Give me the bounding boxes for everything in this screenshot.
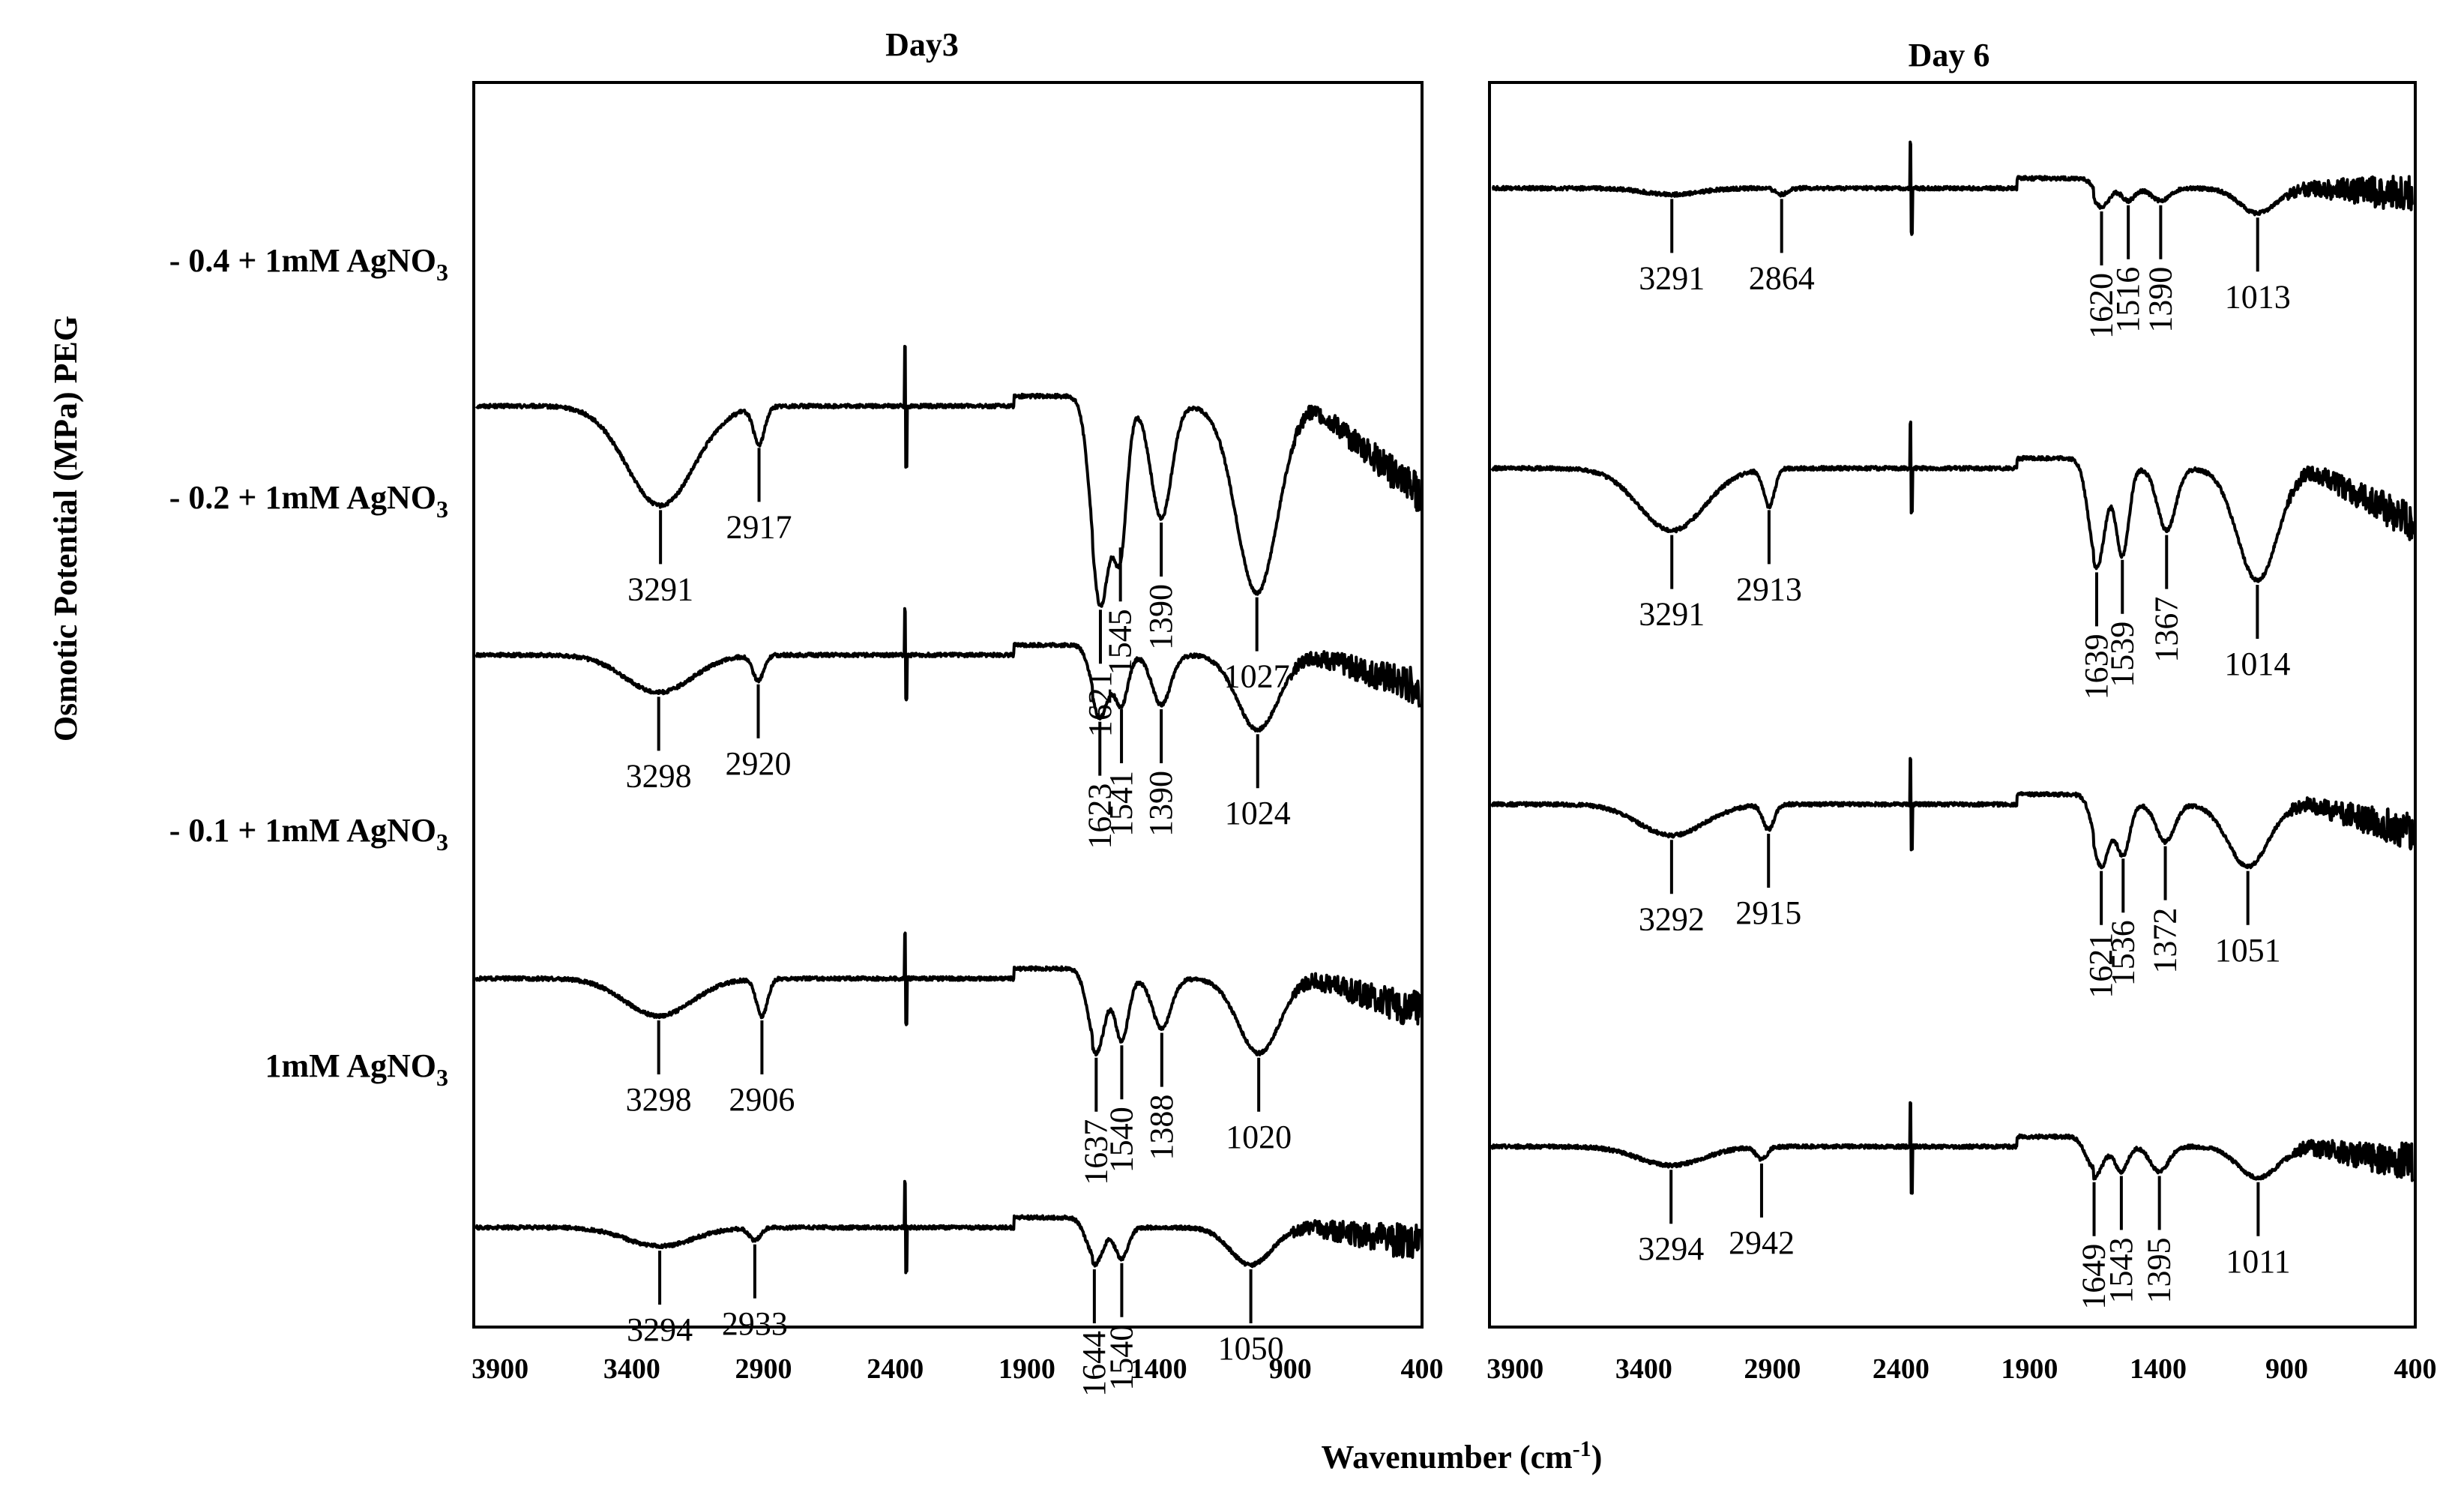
x-tick-labels-day3: 3900 3400 2900 2400 1900 1400 900 400 [472, 1353, 1443, 1385]
peak-label-1621: 1621 [2082, 933, 2119, 999]
peak-label-3291: 3291 [627, 571, 693, 607]
peak-label-1649: 1649 [2076, 1244, 2112, 1310]
peak-label-2942: 2942 [1729, 1224, 1795, 1261]
x-tick-label-1900: 1900 [998, 1353, 1055, 1385]
peak-label-1639: 1639 [2078, 634, 2115, 700]
x-tick-label-2900: 2900 [735, 1353, 792, 1385]
peak-label-1050: 1050 [1218, 1330, 1284, 1367]
row-label-control: 1mM AgNO3 [265, 1047, 448, 1091]
peak-label-1541: 1541 [1103, 771, 1139, 837]
row-label-minus-0-4: - 0.4 + 1mM AgNO3 [169, 242, 448, 286]
peak-label-1623: 1623 [1081, 783, 1118, 849]
spectrum-line-2 [1490, 756, 2415, 870]
x-tick-label-1400: 1400 [2130, 1353, 2187, 1385]
peak-label-3298: 3298 [626, 1081, 692, 1118]
peak-label-3291: 3291 [1639, 596, 1705, 633]
peak-label-2864: 2864 [1749, 259, 1815, 296]
panel-day3: Day3 3900 3400 2900 2400 1900 1400 900 400 3291… [472, 26, 1443, 1397]
peak-label-2920: 2920 [726, 745, 792, 782]
x-tick-label-3400: 3400 [603, 1353, 660, 1385]
peak-label-1367: 1367 [2148, 597, 2184, 663]
peak-label-1516: 1516 [2109, 267, 2146, 333]
spectrum-line-0 [475, 345, 1421, 608]
plot-frame-day6 [1488, 81, 2417, 1329]
peak-label-2915: 2915 [1735, 894, 1801, 931]
x-tick-label-2900: 2900 [1744, 1353, 1801, 1385]
peak-label-2913: 2913 [1736, 571, 1802, 607]
panel-day6: Day 6 3900 3400 2900 2400 1900 1400 900 400 329… [1486, 37, 2436, 1385]
peak-label-1620: 1620 [2082, 273, 2119, 339]
peak-label-1390: 1390 [1142, 584, 1179, 650]
peak-label-3292: 3292 [1639, 900, 1705, 937]
x-tick-label-3900: 3900 [1486, 1353, 1543, 1385]
peak-label-1644: 1644 [1076, 1331, 1112, 1397]
spectrum-line-1 [1490, 420, 2415, 583]
x-tick-label-2400: 2400 [1873, 1353, 1930, 1385]
peak-label-1543: 1543 [2103, 1238, 2139, 1304]
row-label-minus-0-1: - 0.1 + 1mM AgNO3 [169, 812, 448, 855]
x-tick-label-1400: 1400 [1130, 1353, 1187, 1385]
peak-label-3294: 3294 [1638, 1230, 1704, 1267]
peak-label-3294: 3294 [627, 1311, 693, 1348]
x-axis-label: Wavenumber (cm-1) [1322, 1437, 1603, 1476]
y-axis-label: Osmotic Potential (MPa) PEG [47, 316, 84, 742]
x-tick-label-3900: 3900 [472, 1353, 528, 1385]
peak-label-1390: 1390 [2142, 267, 2178, 333]
row-label-minus-0-2: - 0.2 + 1mM AgNO3 [169, 479, 448, 523]
x-tick-label-400: 400 [1401, 1353, 1444, 1385]
peak-label-1372: 1372 [2147, 908, 2184, 974]
spectrum-line-1 [475, 607, 1421, 733]
peak-label-3291: 3291 [1639, 259, 1705, 296]
peak-label-1011: 1011 [2226, 1243, 2290, 1280]
peak-label-1013: 1013 [2225, 278, 2291, 315]
spectrum-line-2 [475, 931, 1421, 1057]
row-labels: - 0.4 + 1mM AgNO3 - 0.2 + 1mM AgNO3 - 0.… [169, 242, 448, 1091]
panel-title-day3: Day3 [885, 26, 959, 63]
x-tick-label-900: 900 [2265, 1353, 2308, 1385]
spectrum-line-3 [1490, 1101, 2415, 1195]
panel-title-day6: Day 6 [1909, 37, 1990, 73]
x-tick-label-400: 400 [2394, 1353, 2437, 1385]
x-tick-label-1900: 1900 [2001, 1353, 2058, 1385]
peak-label-2917: 2917 [726, 508, 792, 545]
spectrum-line-0 [1491, 140, 2415, 236]
peak-label-1014: 1014 [2224, 646, 2290, 682]
x-tick-label-900: 900 [1269, 1353, 1312, 1385]
peak-label-1024: 1024 [1225, 795, 1291, 831]
spectrum-line-3 [475, 1179, 1421, 1275]
peak-label-1540: 1540 [1103, 1107, 1139, 1173]
x-tick-label-3400: 3400 [1615, 1353, 1672, 1385]
peak-label-3298: 3298 [626, 757, 692, 794]
x-tick-labels-day6: 3900 3400 2900 2400 1900 1400 900 400 [1486, 1353, 2436, 1385]
peak-label-1388: 1388 [1143, 1095, 1180, 1161]
peak-label-1539: 1539 [2103, 622, 2140, 688]
x-tick-label-2400: 2400 [867, 1353, 924, 1385]
peak-label-1637: 1637 [1077, 1119, 1114, 1185]
peak-label-2933: 2933 [722, 1305, 788, 1342]
peak-label-1395: 1395 [2141, 1238, 2178, 1304]
peak-label-1027: 1027 [1224, 658, 1290, 695]
peak-label-1540: 1540 [1103, 1325, 1139, 1391]
peak-label-1020: 1020 [1226, 1119, 1292, 1155]
peak-label-2906: 2906 [729, 1081, 795, 1118]
peak-label-1536: 1536 [2104, 920, 2141, 986]
plot-frame-day3 [472, 81, 1424, 1329]
peak-label-1390: 1390 [1142, 771, 1179, 837]
peak-label-1051: 1051 [2215, 932, 2281, 969]
